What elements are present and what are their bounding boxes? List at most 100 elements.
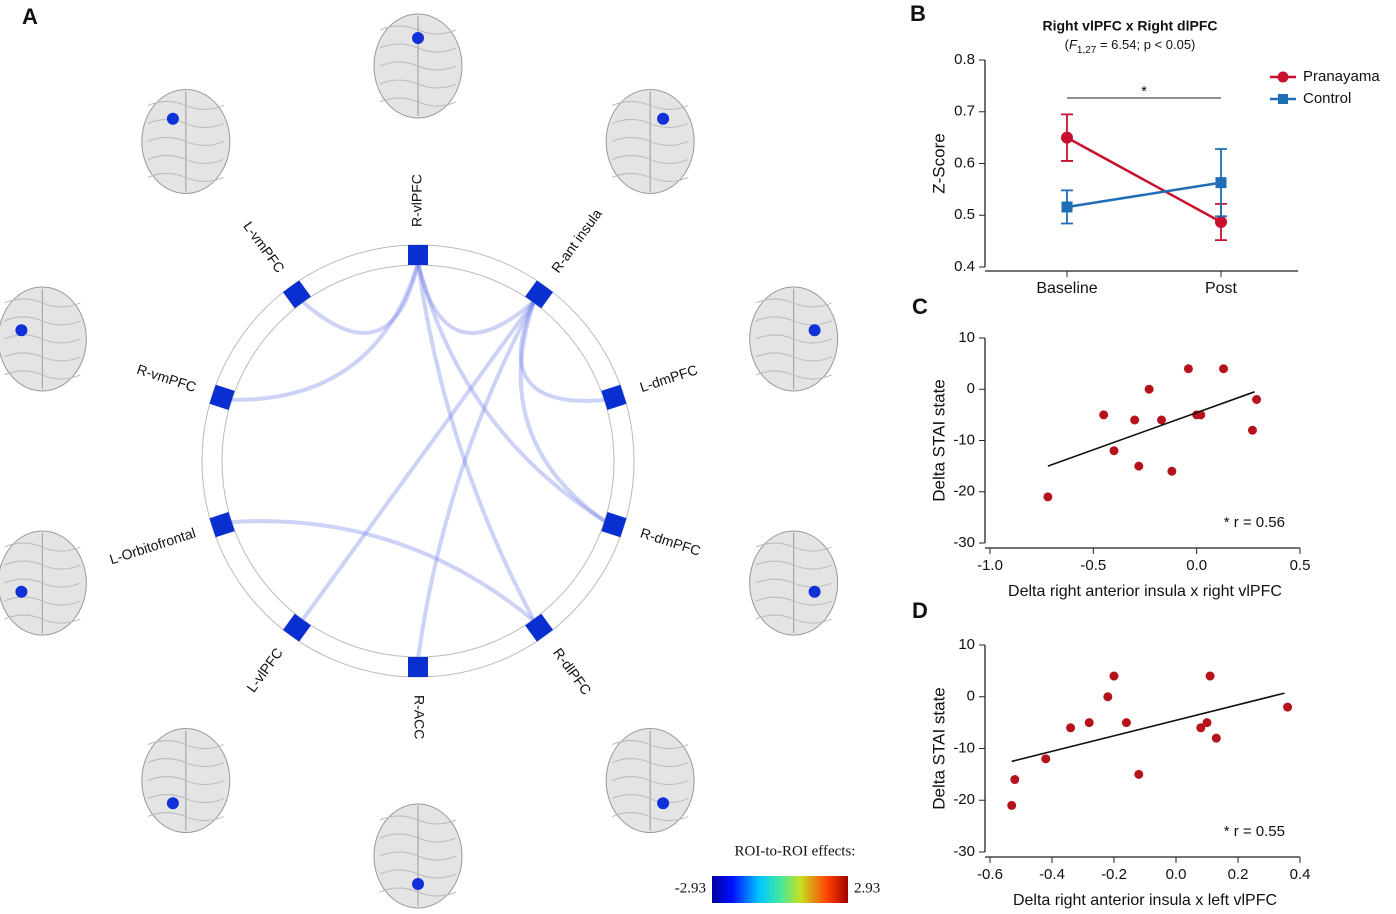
y-tick-label: -20 — [953, 791, 975, 808]
connection — [416, 262, 537, 623]
brain-fold — [147, 776, 225, 786]
x-tick-label: -0.5 — [1080, 557, 1106, 574]
brain-icon — [749, 530, 839, 636]
subtitle-part: ( — [1065, 37, 1070, 52]
correlation-note: * r = 0.56 — [1224, 514, 1285, 531]
brain-fold — [379, 851, 457, 861]
brain-fold — [755, 578, 832, 588]
regression-line — [1047, 391, 1255, 467]
brain-fold — [755, 596, 832, 606]
brain-fold — [379, 61, 457, 71]
brain-fold — [4, 298, 81, 308]
roi-node — [525, 613, 554, 642]
brain-fold — [4, 370, 81, 380]
brain-fold — [147, 100, 225, 110]
y-tick-label: -30 — [953, 843, 975, 860]
point — [1247, 425, 1257, 435]
y-tick-label: 0.7 — [954, 103, 975, 120]
connection — [229, 519, 536, 623]
x-tick-label: -0.2 — [1101, 866, 1127, 883]
point — [1010, 775, 1020, 785]
roi-label: R-ant insula — [548, 206, 605, 276]
point — [1061, 201, 1073, 213]
connection — [416, 299, 537, 660]
brain-fold — [379, 887, 457, 897]
colorbar-title: ROI-to-ROI effects: — [735, 843, 856, 859]
roi-dot — [808, 324, 821, 337]
colorbar — [712, 876, 848, 903]
point — [1061, 131, 1073, 144]
x-tick-label: Post — [1205, 280, 1238, 297]
y-tick-label: 0.8 — [954, 51, 975, 68]
chart-title: Right vlPFC x Right dlPFC — [1043, 18, 1218, 34]
brain-fold — [147, 118, 225, 128]
x-tick-label: 0.4 — [1290, 866, 1311, 883]
legend-label: Pranayama — [1303, 68, 1380, 85]
point — [1134, 769, 1144, 779]
brain-icon — [605, 728, 695, 834]
panel-letter: B — [910, 1, 926, 26]
panel-letter: D — [912, 598, 928, 623]
roi-node — [408, 657, 428, 677]
roi-dot — [15, 585, 28, 598]
brain-fold — [147, 758, 225, 768]
brain-fold — [755, 298, 832, 308]
y-tick-label: -20 — [953, 483, 975, 500]
connection — [416, 262, 536, 335]
y-tick-label: 0.6 — [954, 154, 975, 171]
x-axis-label: Delta right anterior insula x right vlPF… — [1008, 583, 1282, 600]
point — [1215, 177, 1227, 189]
brain-icon — [373, 13, 463, 119]
panel-letter: A — [22, 4, 38, 29]
brain-fold — [4, 596, 81, 606]
brain-fold — [611, 118, 689, 128]
y-tick-label: 10 — [958, 636, 975, 653]
brain-fold — [611, 776, 689, 786]
correlation-note: * r = 0.55 — [1224, 823, 1285, 840]
legend-marker — [1277, 71, 1289, 83]
brain-fold — [147, 172, 225, 182]
roi-label: L-vlPFC — [243, 645, 286, 695]
brain-fold — [755, 334, 832, 344]
connection — [518, 300, 607, 403]
connection — [300, 262, 420, 335]
brain-icon — [373, 803, 463, 909]
y-axis-label: Z-Score — [929, 133, 948, 193]
brain-fold — [611, 172, 689, 182]
connection — [300, 299, 536, 623]
brain-icon — [749, 286, 839, 392]
x-tick-label: 0.5 — [1290, 557, 1311, 574]
significance-star: * — [1141, 83, 1147, 100]
connection — [518, 300, 608, 524]
point — [1215, 215, 1227, 228]
edges — [229, 262, 608, 660]
roi-dot — [412, 32, 424, 44]
point — [1084, 718, 1094, 728]
brain-icon — [605, 88, 695, 194]
brain-fold — [611, 812, 689, 822]
colorbar-max: 2.93 — [854, 880, 880, 896]
subtitle-part: = 6.54; p < 0.05) — [1096, 37, 1195, 52]
roi-dot — [657, 797, 670, 810]
y-axis-label: Delta STAI state — [929, 687, 948, 810]
brain-fold — [611, 100, 689, 110]
point — [1134, 461, 1144, 471]
point — [1103, 692, 1113, 702]
brain-fold — [4, 316, 81, 326]
panel-letter: C — [912, 294, 928, 319]
x-tick-label: 0.0 — [1166, 866, 1187, 883]
roi-node — [209, 384, 235, 410]
point — [1099, 410, 1109, 420]
roi-node — [209, 512, 235, 538]
point — [1252, 395, 1262, 404]
brain-fold — [611, 758, 689, 768]
connection — [229, 262, 420, 402]
point — [1043, 492, 1053, 502]
roi-dot — [15, 324, 28, 337]
brain-fold — [379, 43, 457, 53]
subtitle-part: 1,27 — [1077, 45, 1097, 56]
roi-label: L-vmPFC — [240, 218, 288, 275]
brain-icon — [0, 286, 87, 392]
x-tick-label: Baseline — [1036, 280, 1097, 297]
legend-label: Control — [1303, 90, 1351, 107]
